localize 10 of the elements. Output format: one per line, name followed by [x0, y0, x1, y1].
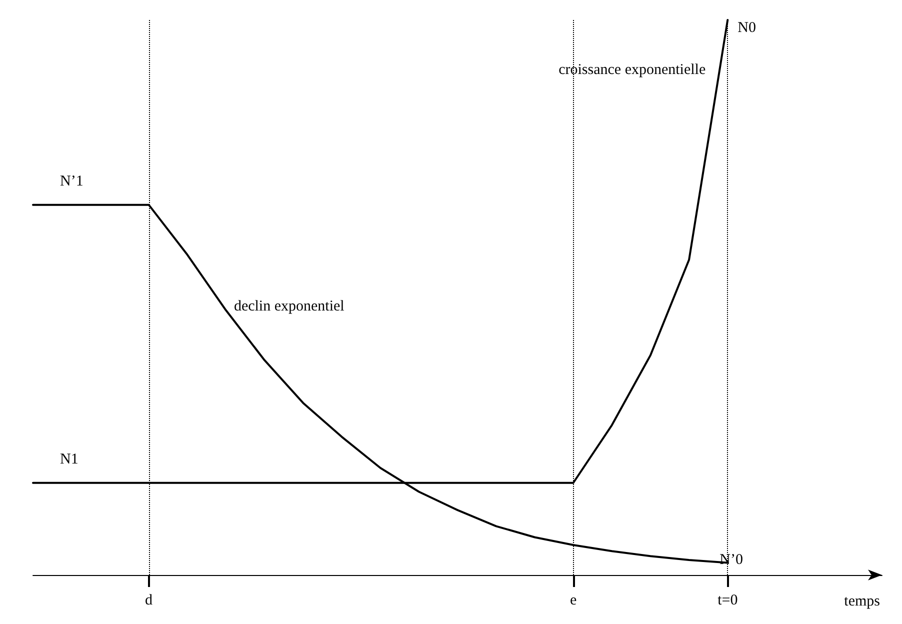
x-tick-label: t=0 [718, 592, 738, 608]
x-axis-title: temps [844, 594, 880, 610]
annotation: declin exponentiel [234, 298, 344, 314]
annotation: N1 [60, 451, 78, 468]
annotation: N’1 [60, 173, 84, 190]
annotation: croissance exponentielle [558, 62, 706, 78]
annotation: N0 [738, 20, 756, 36]
x-tick-label: e [570, 592, 577, 608]
x-tick-label: d [145, 592, 154, 608]
annotation: N’0 [720, 552, 743, 568]
